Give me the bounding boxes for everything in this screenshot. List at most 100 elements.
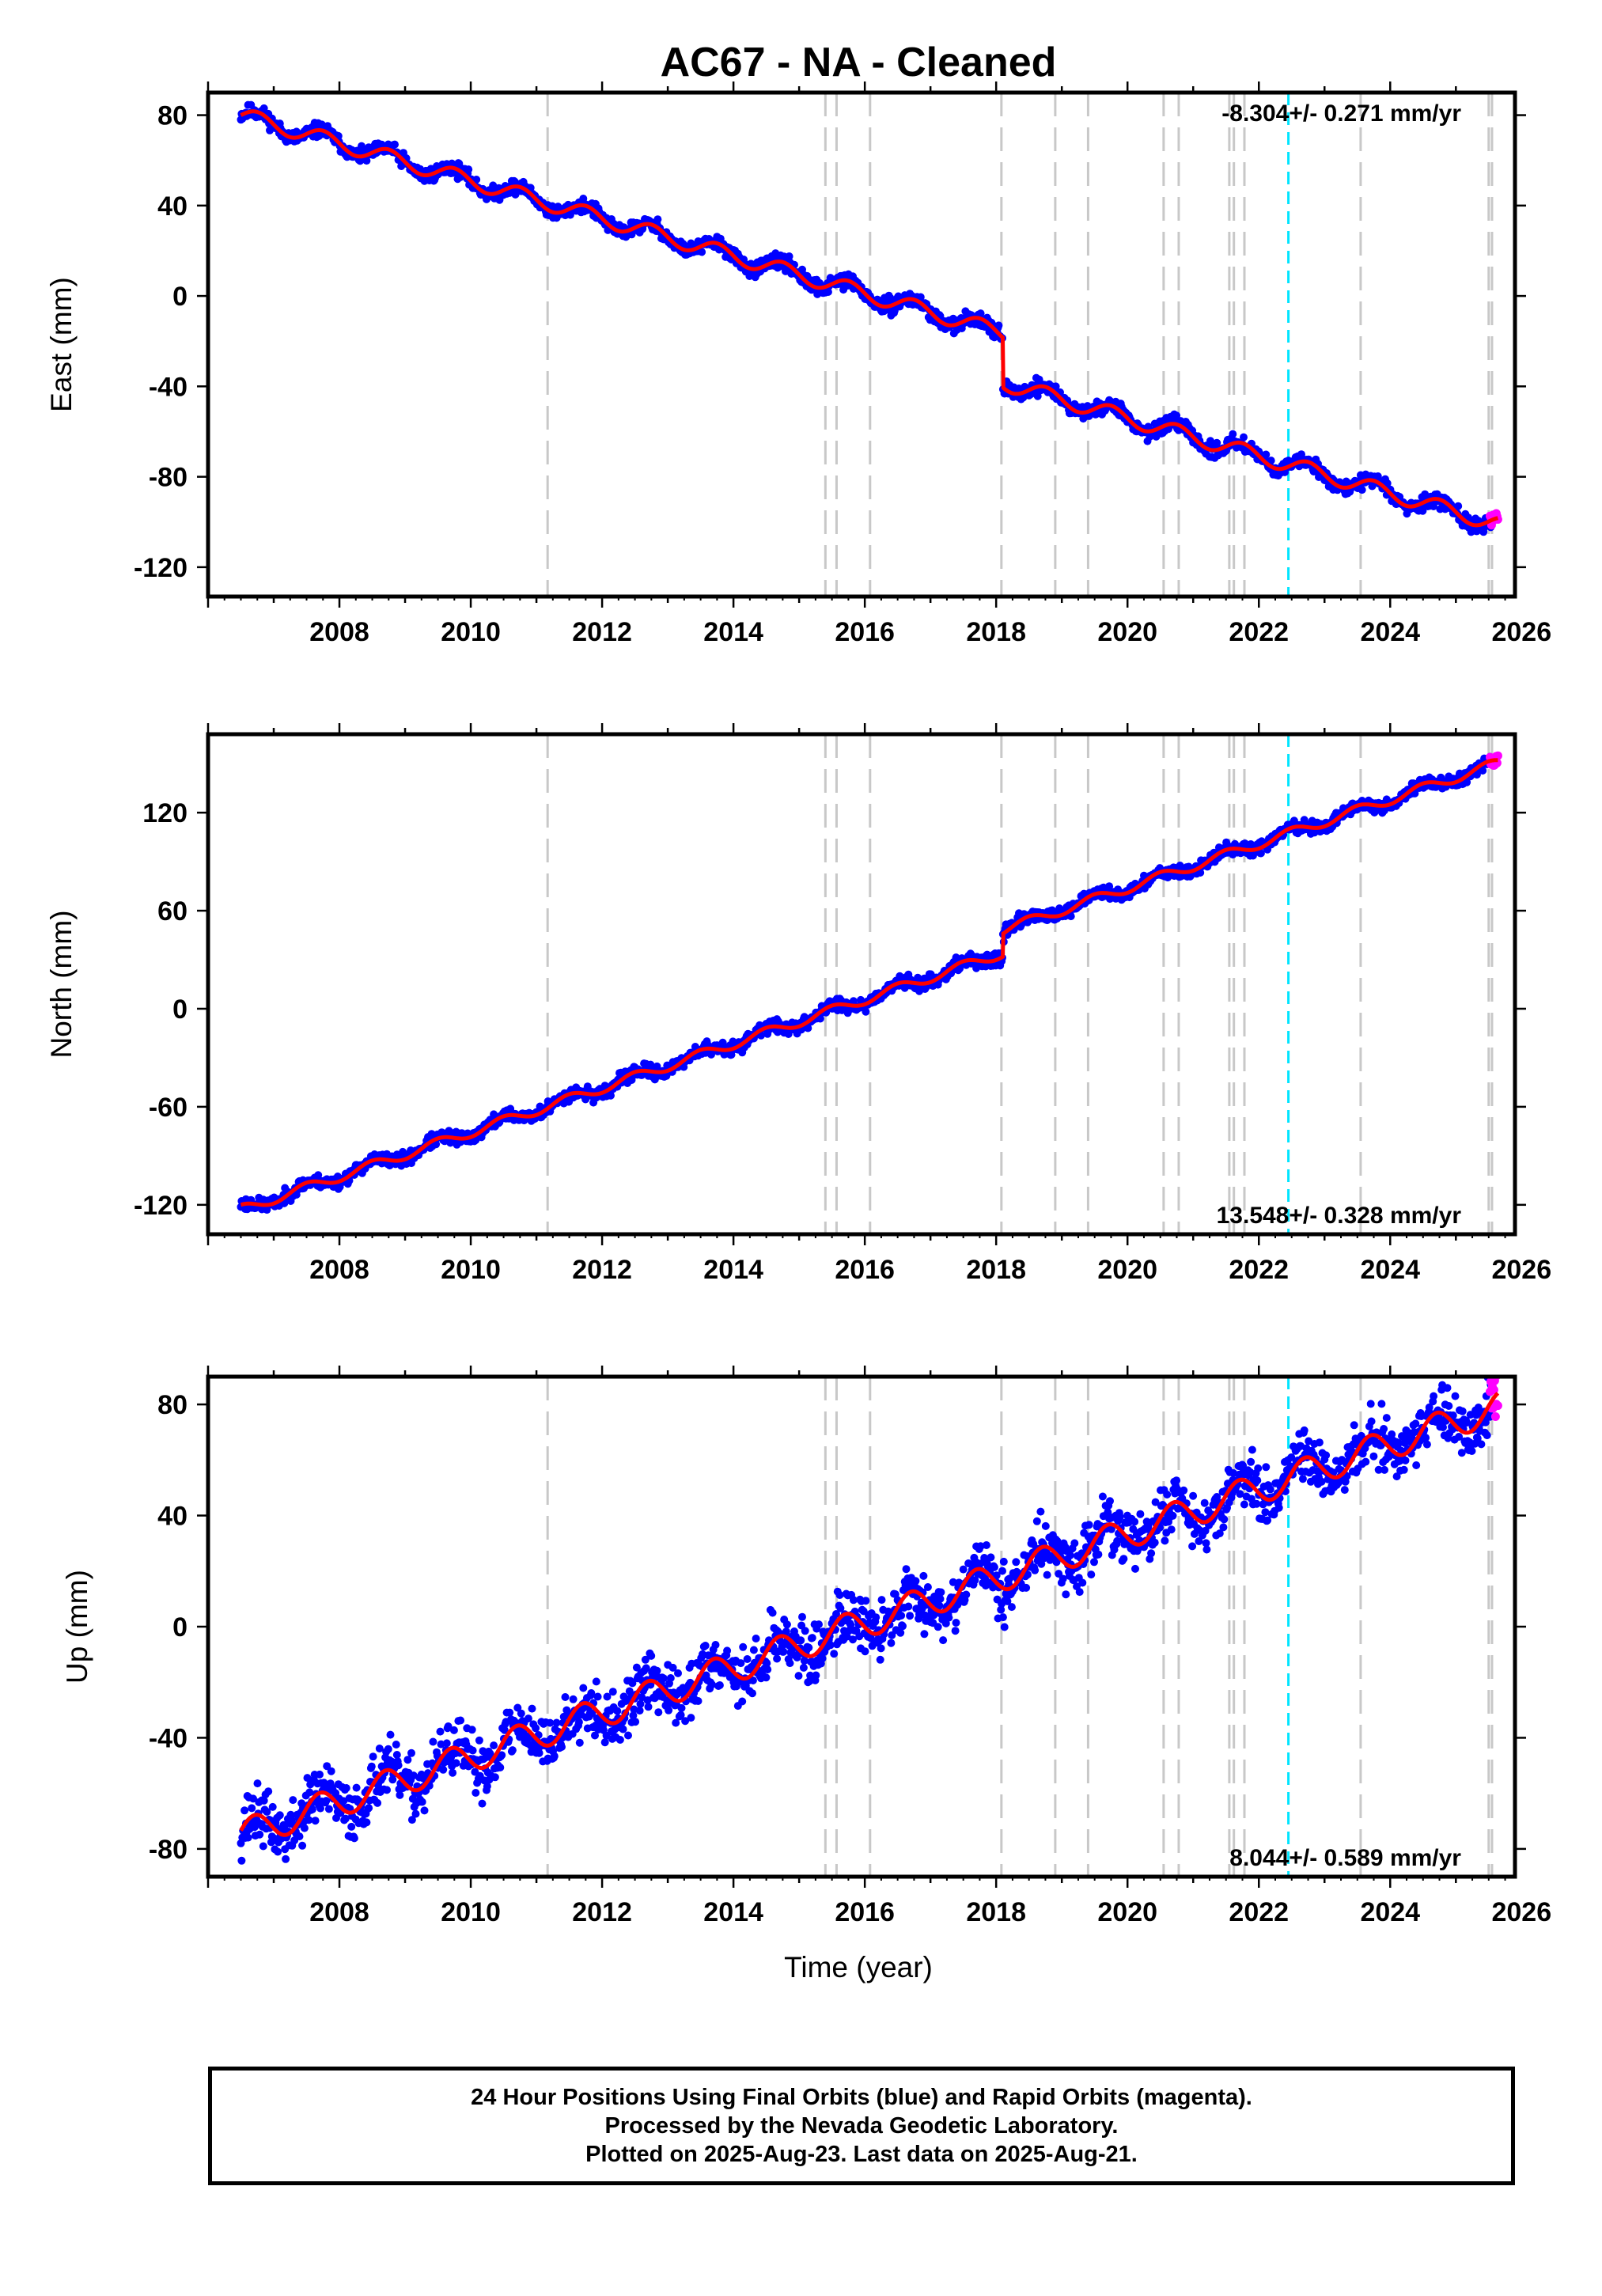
x-tick-label: 2020	[1097, 1255, 1157, 1285]
final-orbit-point	[439, 1765, 448, 1774]
final-orbit-point	[711, 1641, 720, 1649]
final-orbit-point	[1031, 1566, 1040, 1574]
final-orbit-point	[990, 1563, 998, 1571]
y-tick-label: -120	[134, 553, 187, 583]
final-orbit-point	[1062, 1590, 1070, 1599]
x-tick-label: 2018	[966, 617, 1026, 647]
final-orbit-point	[432, 1140, 441, 1149]
final-orbit-point	[464, 165, 473, 174]
final-orbit-point	[456, 1716, 465, 1725]
final-orbit-point	[248, 1804, 256, 1813]
x-tick-label: 2014	[703, 617, 763, 647]
y-tick-label: -40	[149, 372, 187, 402]
final-orbit-point	[362, 157, 371, 165]
y-axis-label: North (mm)	[45, 910, 78, 1058]
final-orbit-point	[1229, 430, 1237, 438]
chart-title: AC67 - NA - Cleaned	[661, 40, 1057, 85]
y-tick-label: 0	[172, 282, 187, 312]
final-orbit-point	[1085, 1521, 1093, 1529]
plot-frame	[206, 90, 1517, 599]
final-orbit-point	[1051, 382, 1060, 391]
final-orbit-point	[289, 1796, 297, 1805]
final-orbit-point	[449, 1768, 457, 1777]
final-orbit-point	[715, 1681, 724, 1689]
final-orbit-point	[773, 1654, 782, 1663]
final-orbit-point	[268, 1802, 277, 1811]
final-orbit-point	[475, 1736, 483, 1745]
x-tick-label: 2012	[572, 1255, 632, 1285]
final-orbit-point	[407, 1749, 415, 1757]
final-orbit-point	[674, 1669, 682, 1677]
final-orbit-point	[872, 1613, 881, 1622]
final-orbit-point	[411, 1809, 420, 1818]
final-orbit-point	[472, 1789, 480, 1797]
final-orbit-point	[574, 1718, 583, 1726]
final-orbit-point	[701, 1642, 710, 1650]
final-orbit-point	[698, 248, 706, 256]
y-tick-label: -60	[149, 1093, 187, 1123]
final-orbit-point	[799, 1663, 808, 1672]
final-orbit-point	[786, 1659, 794, 1668]
final-orbit-point	[350, 1834, 358, 1843]
final-orbit-point	[579, 1684, 588, 1692]
final-orbit-point	[1358, 486, 1366, 494]
final-orbit-point	[887, 1639, 896, 1647]
final-orbit-point	[959, 1565, 968, 1574]
final-orbit-point	[763, 1665, 772, 1674]
final-orbit-point	[1262, 450, 1271, 459]
final-orbit-point	[342, 1784, 350, 1792]
final-orbit-point	[1043, 1570, 1051, 1579]
final-orbit-point	[373, 1798, 382, 1807]
final-orbit-point	[743, 1655, 752, 1663]
final-orbit-point	[619, 1725, 627, 1733]
final-orbit-point	[1383, 479, 1392, 487]
final-orbit-point	[768, 1608, 777, 1617]
final-orbit-point	[956, 964, 964, 973]
x-tick-label: 2018	[966, 1255, 1026, 1285]
y-tick-label: 40	[157, 191, 187, 222]
x-tick-label: 2010	[441, 1255, 501, 1285]
final-orbit-point	[528, 1704, 536, 1713]
panel-up: 2008 2010 2012 2014 2016 2018 2020 2022 2024 2026…	[61, 1366, 1551, 1927]
final-orbit-point	[739, 1642, 748, 1651]
final-orbit-point	[392, 1741, 400, 1749]
final-orbit-point	[999, 1557, 1008, 1566]
final-orbit-point	[1240, 433, 1248, 441]
final-orbit-point	[259, 104, 268, 112]
final-orbit-point	[274, 1847, 282, 1856]
final-orbit-point	[472, 176, 481, 184]
x-tick-label: 2026	[1491, 1255, 1551, 1285]
final-orbit-point	[561, 1693, 570, 1701]
final-orbit-point	[1098, 1492, 1107, 1501]
final-orbit-point	[386, 1730, 395, 1739]
final-orbit-point	[575, 1738, 584, 1747]
final-orbit-point	[347, 1822, 356, 1831]
final-orbit-point	[877, 1644, 885, 1653]
final-orbit-point	[569, 1695, 578, 1703]
x-tick-label: 2010	[441, 617, 501, 647]
final-orbit-point	[976, 309, 985, 318]
final-orbit-point	[295, 1832, 304, 1841]
y-tick-label: -80	[149, 463, 187, 493]
final-orbit-point	[608, 1688, 617, 1696]
final-orbit-point	[362, 1818, 371, 1827]
final-orbit-point	[916, 293, 925, 301]
final-orbit-point	[383, 1786, 391, 1794]
final-orbit-point	[794, 1672, 803, 1680]
final-orbit-point	[558, 1743, 566, 1751]
final-orbit-point	[902, 1565, 911, 1574]
final-orbit-point	[429, 1737, 437, 1746]
final-orbit-point	[654, 1708, 663, 1717]
final-orbit-point	[624, 1731, 632, 1740]
final-orbit-point	[550, 1752, 559, 1760]
final-orbit-point	[830, 1650, 839, 1658]
model-curve	[240, 109, 1499, 528]
final-orbit-point	[311, 1817, 320, 1825]
final-orbit-point	[937, 1588, 945, 1597]
final-orbit-point	[951, 1627, 960, 1635]
final-orbit-point	[1267, 457, 1275, 465]
y-tick-label: 120	[142, 798, 187, 828]
final-orbit-point	[468, 1746, 477, 1755]
final-orbit-point	[615, 1736, 624, 1744]
final-orbit-point	[300, 1824, 309, 1832]
